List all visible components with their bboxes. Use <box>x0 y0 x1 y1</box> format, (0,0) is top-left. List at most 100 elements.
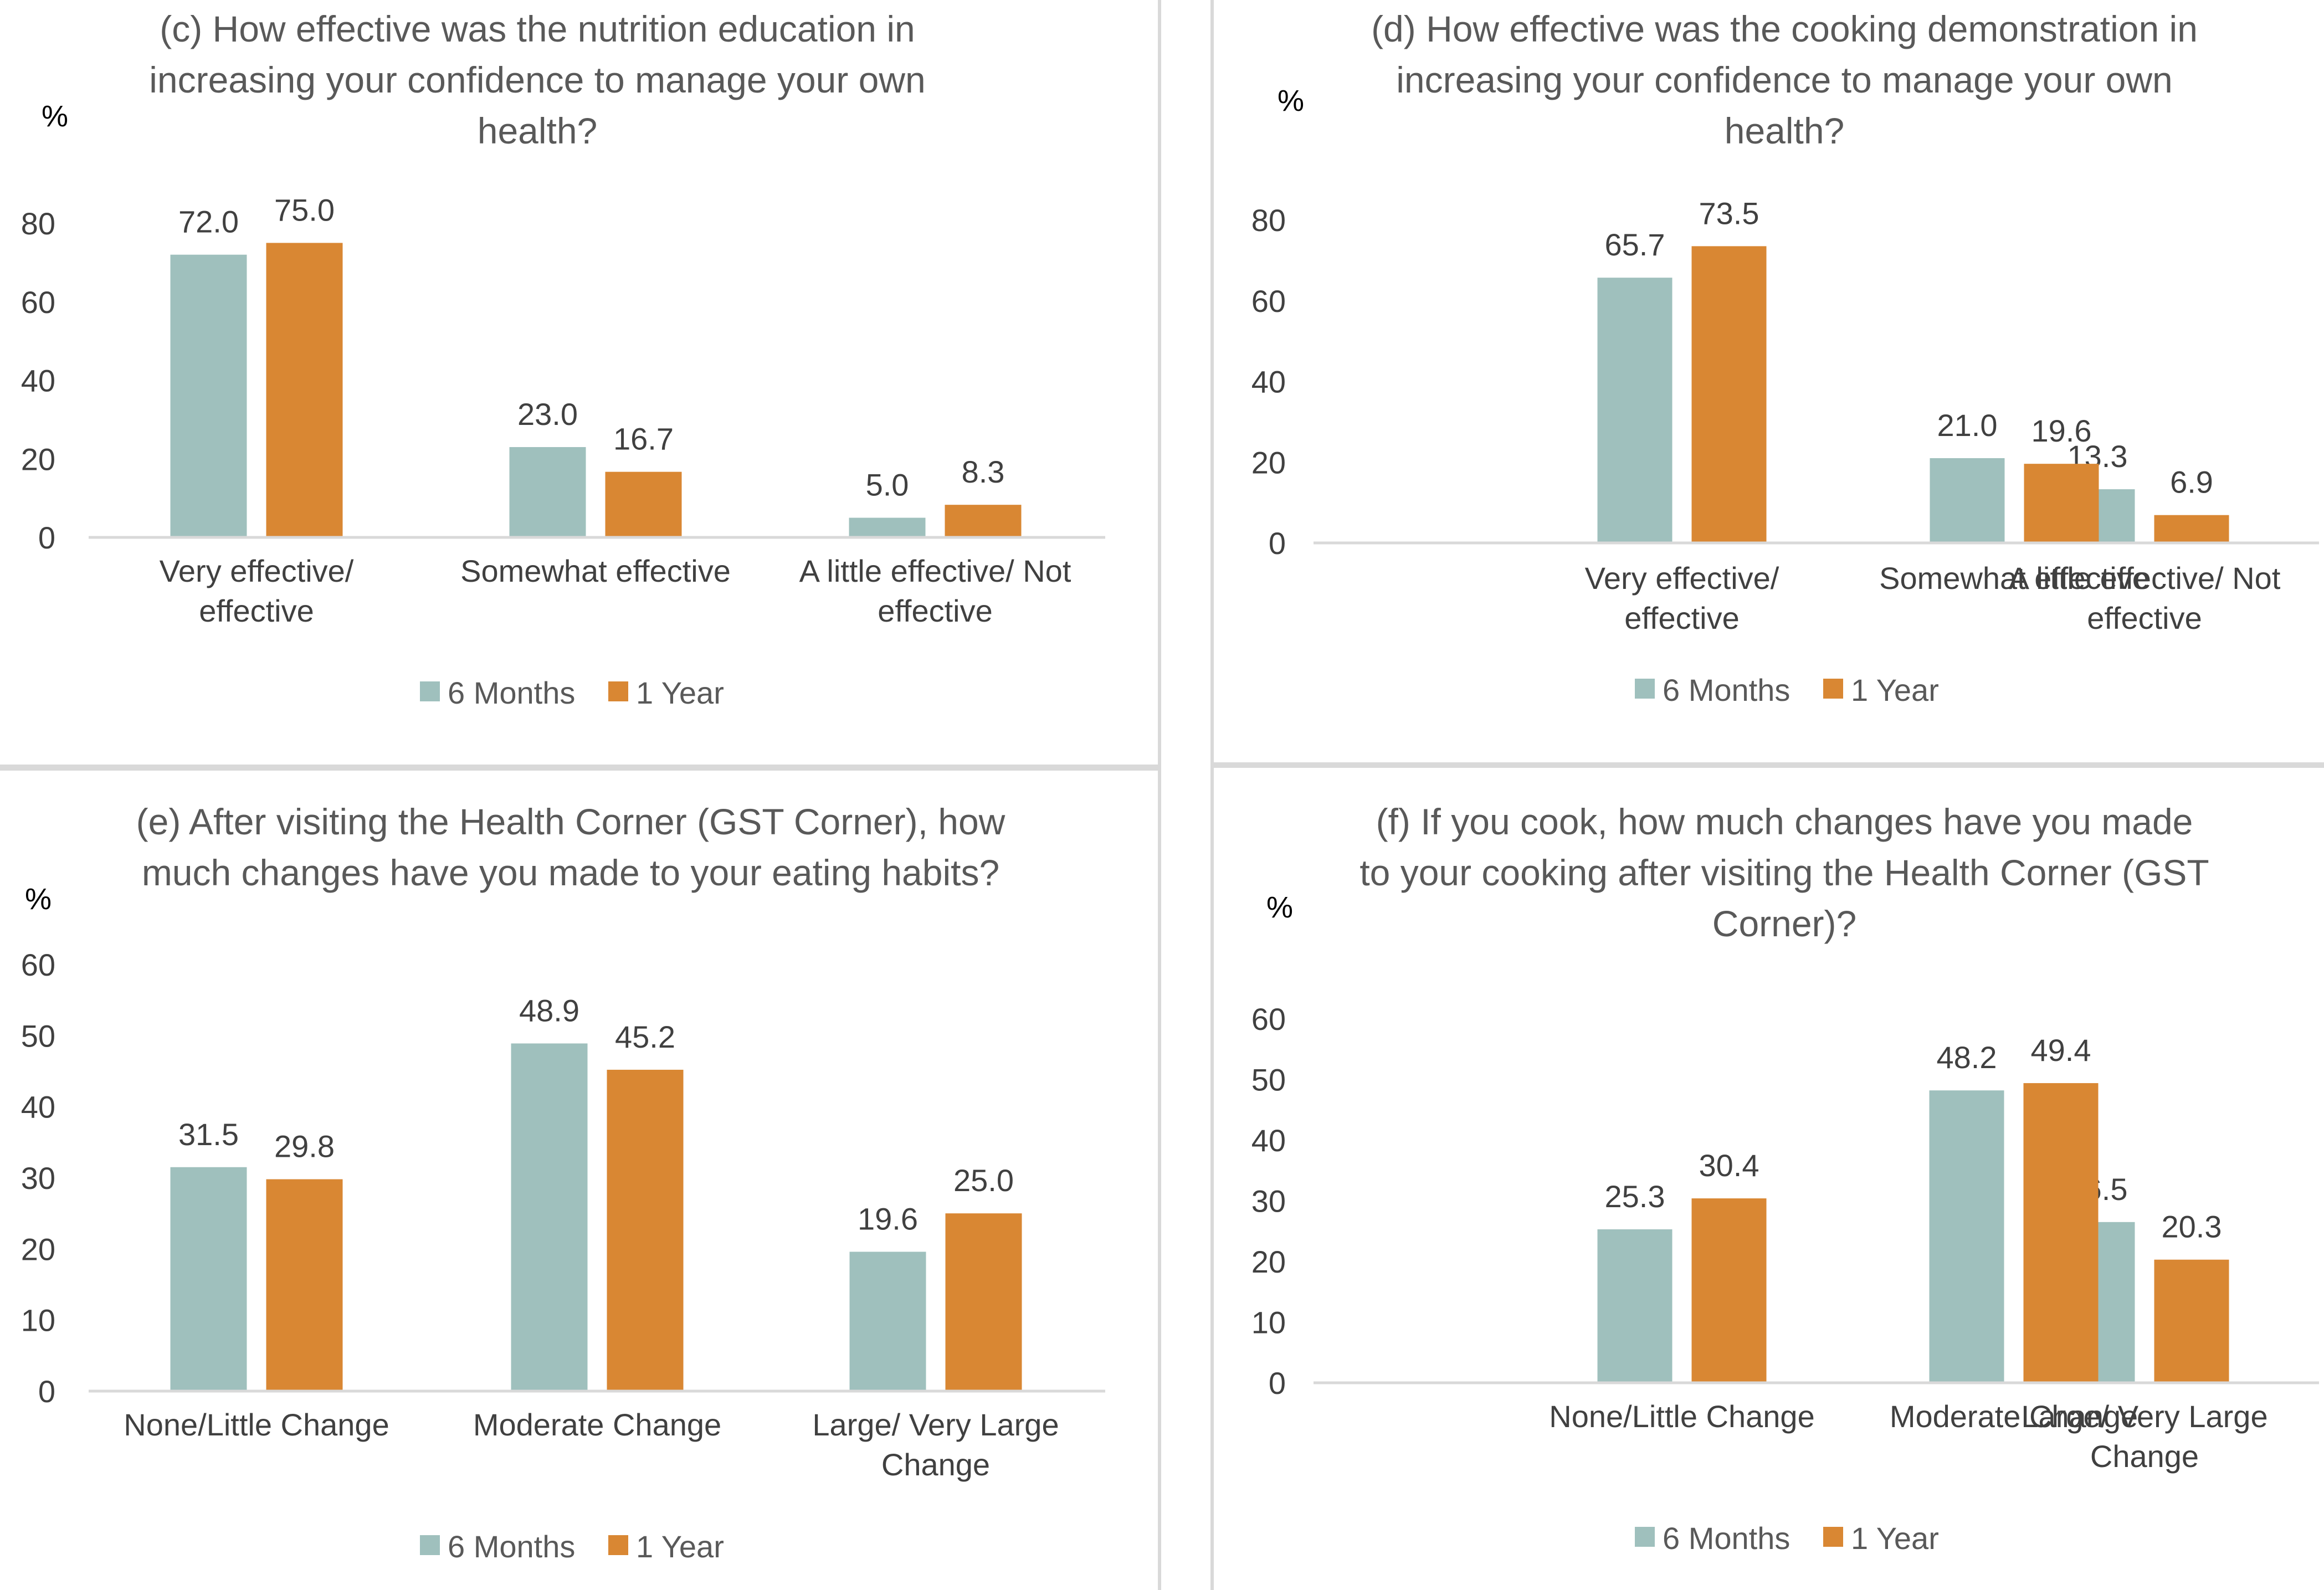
y-axis-unit-label: % <box>25 883 52 916</box>
bar-one-year <box>1691 1198 1767 1383</box>
bar-one-year <box>1691 246 1767 543</box>
bar-one-year <box>945 505 1022 537</box>
chart-title-line: (f) If you cook, how much changes have y… <box>1376 801 2193 842</box>
legend-swatch <box>420 681 440 701</box>
chart-title-line: (e) After visiting the Health Corner (GS… <box>136 801 1005 842</box>
legend-label: 6 Months <box>448 1529 575 1564</box>
legend-label: 1 Year <box>636 1529 724 1564</box>
x-category-label: Very effective/ <box>1585 561 1779 596</box>
data-label: 16.7 <box>613 422 674 457</box>
bar-six-months <box>849 517 926 537</box>
chart-panel-e: (e) After visiting the Health Corner (GS… <box>0 767 1161 1590</box>
bar-six-months <box>170 1167 247 1391</box>
data-label: 21.0 <box>1937 408 1998 443</box>
chart-title-line: health? <box>478 110 598 151</box>
bar-six-months <box>1597 278 1673 543</box>
x-category-label: Somewhat effective <box>460 553 731 588</box>
y-tick-label: 20 <box>21 442 55 476</box>
legend-swatch <box>420 1535 440 1555</box>
data-label: 73.5 <box>1699 196 1759 230</box>
bar-one-year <box>607 1069 684 1391</box>
x-category-label: None/Little Change <box>124 1407 389 1442</box>
y-tick-label: 40 <box>1251 365 1286 399</box>
y-axis-unit-label: % <box>1266 891 1293 924</box>
y-tick-label: 50 <box>1251 1063 1286 1097</box>
chart-title-line: health? <box>1725 110 1845 151</box>
bar-one-year <box>605 471 682 537</box>
y-tick-label: 30 <box>1251 1184 1286 1219</box>
chart-d: (d) How effective was the cooking demons… <box>1251 8 2319 707</box>
bar-one-year <box>945 1213 1022 1391</box>
x-category-label: Moderate Change <box>473 1407 721 1442</box>
chart-c: (c) How effective was the nutrition educ… <box>21 8 1105 710</box>
bar-one-year <box>2154 515 2229 543</box>
y-tick-label: 30 <box>21 1161 55 1196</box>
data-label: 25.0 <box>953 1163 1014 1198</box>
chart-title-line: to your cooking after visiting the Healt… <box>1359 852 2209 893</box>
data-label: 29.8 <box>274 1129 335 1164</box>
chart-title-line: (c) How effective was the nutrition educ… <box>160 8 915 49</box>
bar-six-months <box>170 254 247 537</box>
y-tick-label: 60 <box>1251 284 1286 319</box>
bar-one-year <box>266 1179 343 1391</box>
x-category-label: Change <box>2090 1439 2199 1474</box>
y-tick-label: 20 <box>21 1232 55 1266</box>
x-category-label: effective <box>199 593 314 628</box>
y-tick-label: 20 <box>1251 1244 1286 1279</box>
y-tick-label: 40 <box>21 363 55 398</box>
bar-six-months <box>1930 458 2005 543</box>
x-category-label: A little effective/ Not <box>2009 561 2281 596</box>
bar-one-year <box>266 243 343 537</box>
x-category-label: Somewhat effective <box>1879 561 2149 596</box>
x-category-label: Large/ Very Large <box>812 1407 1059 1442</box>
bar-one-year <box>2023 1083 2099 1383</box>
x-category-label: effective <box>1624 601 1740 635</box>
data-label: 48.2 <box>1937 1040 1997 1075</box>
data-label: 45.2 <box>615 1019 675 1054</box>
y-tick-label: 40 <box>1251 1123 1286 1158</box>
data-label: 25.3 <box>1605 1179 1665 1214</box>
chart-panel-d: (d) How effective was the cooking demons… <box>1210 0 2324 766</box>
bar-six-months <box>1597 1229 1673 1383</box>
chart-title-line: much changes have you made to your eatin… <box>142 852 999 893</box>
legend-swatch <box>1635 679 1655 699</box>
y-tick-label: 80 <box>1251 203 1286 238</box>
chart-title-line: Corner)? <box>1712 903 1856 944</box>
y-tick-label: 40 <box>21 1090 55 1125</box>
legend-label: 6 Months <box>1663 1521 1790 1556</box>
bar-six-months <box>849 1252 926 1391</box>
data-label: 30.4 <box>1699 1148 1759 1183</box>
x-category-label: effective <box>878 593 993 628</box>
y-tick-label: 60 <box>1251 1002 1286 1037</box>
y-axis-unit-label: % <box>1278 84 1304 117</box>
x-category-label: effective <box>2087 601 2202 635</box>
bar-six-months <box>511 1043 588 1391</box>
x-category-label: Moderate Change <box>1890 1399 2138 1434</box>
chart-panel-c: (c) How effective was the nutrition educ… <box>0 0 1161 768</box>
data-label: 65.7 <box>1605 227 1665 262</box>
legend-swatch <box>608 1535 628 1555</box>
legend-label: 1 Year <box>1851 1521 1939 1556</box>
data-label: 49.4 <box>2031 1033 2091 1068</box>
bar-one-year <box>2024 464 2099 543</box>
chart-panel-f: (f) If you cook, how much changes have y… <box>1210 765 2324 1590</box>
y-tick-label: 0 <box>38 520 55 555</box>
x-category-label: Change <box>881 1447 990 1482</box>
legend-swatch <box>1823 1527 1843 1547</box>
y-tick-label: 0 <box>1269 1366 1286 1401</box>
data-label: 23.0 <box>517 397 578 432</box>
legend-swatch <box>1635 1527 1655 1547</box>
bar-one-year <box>2154 1259 2229 1383</box>
y-tick-label: 10 <box>1251 1305 1286 1340</box>
y-tick-label: 50 <box>21 1018 55 1053</box>
data-label: 75.0 <box>274 192 335 227</box>
bar-six-months <box>509 447 586 537</box>
y-tick-label: 60 <box>21 947 55 982</box>
bar-six-months <box>1929 1090 2004 1383</box>
chart-title-line: (d) How effective was the cooking demons… <box>1371 8 2198 49</box>
y-tick-label: 0 <box>38 1374 55 1409</box>
chart-e: (e) After visiting the Health Corner (GS… <box>21 801 1105 1564</box>
chart-title-line: increasing your confidence to manage you… <box>149 59 926 100</box>
legend-label: 1 Year <box>1851 673 1939 707</box>
data-label: 6.9 <box>2170 465 2213 500</box>
